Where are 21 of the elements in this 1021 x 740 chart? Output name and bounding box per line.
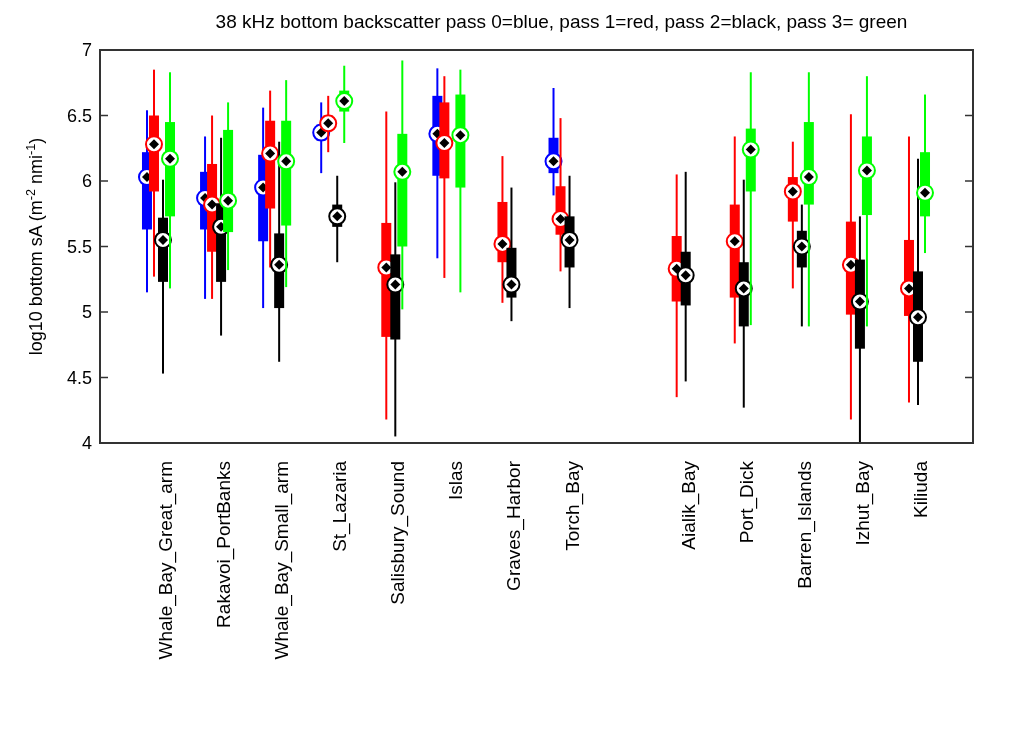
- x-tick-label: Port_Dick: [735, 460, 758, 544]
- x-tick-label: Salisbury_Sound: [387, 461, 410, 605]
- x-tick-label: Rakavoi_PortBanks: [213, 461, 236, 628]
- x-tick-label: Kiliuda: [910, 460, 931, 519]
- x-tick-label: Graves_Harbor: [503, 460, 526, 591]
- x-tick-label: Barren_Islands: [793, 461, 816, 589]
- chart-title: 38 kHz bottom backscatter pass 0=blue, pass 1=red, pass 2=black, pass 3= green: [215, 11, 908, 32]
- y-tick-label: 5.5: [66, 236, 92, 257]
- x-tick-label: Aialik_Bay: [677, 460, 700, 550]
- x-tick-label: Torch_Bay: [561, 460, 584, 551]
- y-tick-label: 7: [81, 40, 92, 61]
- y-tick-label: 5: [81, 302, 92, 323]
- y-tick-label: 4: [81, 433, 92, 454]
- x-tick-label: Izhut_Bay: [851, 460, 874, 546]
- y-tick-label: 4.5: [66, 367, 92, 388]
- x-tick-label: Islas: [445, 461, 467, 501]
- x-tick-label: Whale_Bay_Small_arm: [271, 461, 294, 660]
- x-tick-label: Whale_Bay_Great_arm: [155, 461, 177, 660]
- x-tick-label: St_Lazaria: [329, 460, 352, 552]
- y-tick-label: 6.5: [66, 105, 92, 126]
- y-tick-label: 6: [81, 171, 92, 192]
